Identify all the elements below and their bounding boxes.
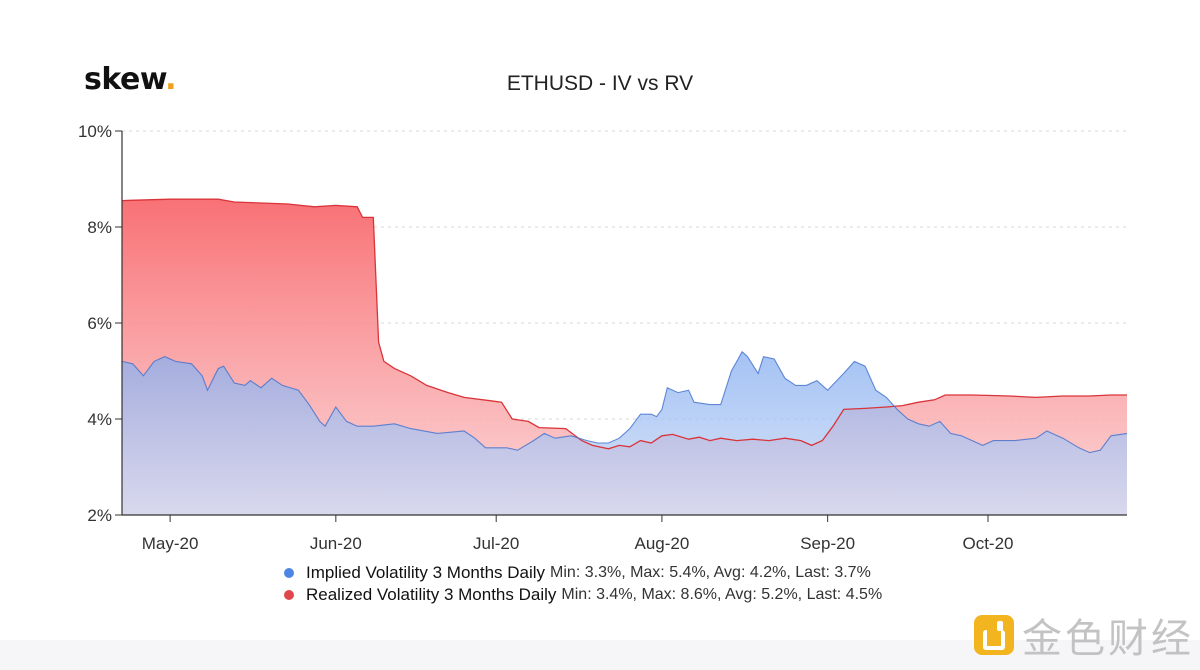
legend-series-name: Implied Volatility 3 Months Daily bbox=[306, 563, 546, 582]
volatility-chart: 2% 4% 6% 8% 10% May-20 Jun-20 Jul-20 Aug-20 Sep-… bbox=[78, 122, 1128, 553]
series-areas bbox=[121, 198, 1128, 515]
y-tick-label: 2% bbox=[87, 506, 112, 525]
legend-series-stats: Min: 3.3%, Max: 5.4%, Avg: 4.2%, Last: 3… bbox=[550, 564, 871, 581]
implied-volatility-area bbox=[122, 351, 1127, 515]
realized-volatility-line bbox=[121, 198, 1127, 450]
y-axis-ticks: 2% 4% 6% 8% 10% bbox=[78, 122, 122, 525]
x-tick-label: Sep-20 bbox=[800, 534, 855, 553]
x-axis-ticks: May-20 Jun-20 Jul-20 Aug-20 Sep-20 Oct-20 bbox=[142, 515, 1014, 553]
implied-volatility-line bbox=[121, 350, 1128, 454]
y-tick-label: 8% bbox=[87, 218, 112, 237]
x-tick-label: Aug-20 bbox=[635, 534, 690, 553]
legend-series-stats: Min: 3.4%, Max: 8.6%, Avg: 5.2%, Last: 4… bbox=[561, 586, 883, 603]
x-tick-label: Jun-20 bbox=[310, 534, 362, 553]
brand-dot: . bbox=[165, 62, 177, 97]
chart-legend: Implied Volatility 3 Months Daily Min: 3… bbox=[284, 562, 882, 606]
watermark-text: 金色财经 bbox=[1022, 616, 1194, 662]
legend-item-realized[interactable]: Realized Volatility 3 Months Daily Min: … bbox=[284, 584, 882, 606]
legend-series-name: Realized Volatility 3 Months Daily bbox=[306, 585, 557, 604]
legend-item-implied[interactable]: Implied Volatility 3 Months Daily Min: 3… bbox=[284, 562, 882, 584]
chart-title: ETHUSD - IV vs RV bbox=[506, 72, 694, 95]
watermark: 金色财经 bbox=[974, 606, 1194, 664]
jinse-logo-icon bbox=[974, 615, 1014, 655]
brand-name: skew bbox=[84, 62, 166, 97]
y-tick-label: 4% bbox=[87, 410, 112, 429]
y-tick-label: 6% bbox=[87, 314, 112, 333]
skew-logo: skew. bbox=[84, 62, 177, 97]
realized-legend-marker bbox=[284, 590, 294, 600]
x-tick-label: Oct-20 bbox=[962, 534, 1013, 553]
y-tick-label: 10% bbox=[78, 122, 112, 141]
implied-legend-marker bbox=[284, 568, 294, 578]
x-tick-label: May-20 bbox=[142, 534, 199, 553]
x-tick-label: Jul-20 bbox=[473, 534, 519, 553]
